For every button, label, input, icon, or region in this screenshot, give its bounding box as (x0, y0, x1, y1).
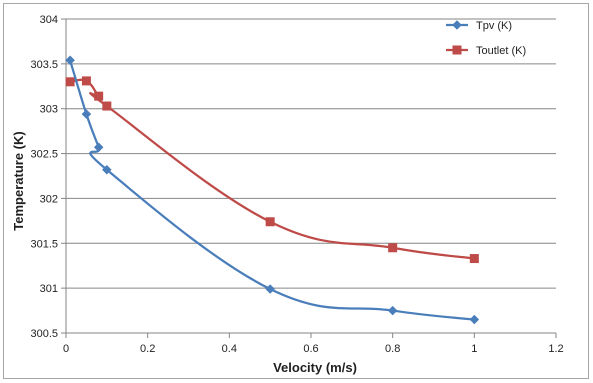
data-point (94, 91, 104, 101)
y-tick-label: 302 (40, 193, 58, 205)
x-tick-label: 0.8 (385, 343, 400, 355)
x-tick-label: 0.4 (222, 343, 237, 355)
y-tick-label: 303 (40, 104, 58, 116)
legend-label: Toutlet (K) (476, 45, 526, 57)
data-point (65, 55, 75, 66)
legend-item-2: Toutlet (K) (446, 45, 526, 57)
data-point (102, 101, 112, 111)
data-point (387, 305, 398, 316)
series (65, 55, 480, 325)
data-point (469, 314, 480, 325)
gridlines (66, 18, 556, 289)
data-point (265, 217, 275, 227)
y-tick-label: 300.5 (30, 328, 58, 340)
data-point (265, 284, 276, 294)
data-point (388, 243, 398, 253)
data-point (81, 109, 92, 119)
x-tick-label: 1.2 (548, 343, 563, 355)
y-tick-label: 301.5 (30, 238, 58, 250)
series-2 (65, 76, 479, 264)
legend: Tpv (K) Toutlet (K) (446, 20, 526, 57)
data-point (101, 164, 112, 175)
tick-labels: 300.5 301 301.5 302 302.5 303 303.5 304 0 0.2 0.4 0… (30, 14, 563, 355)
x-tick-label: 0.6 (303, 343, 318, 355)
data-point (93, 142, 104, 153)
x-axis-title: Velocity (m/s) (273, 360, 357, 375)
axes (61, 18, 557, 338)
y-tick-label: 302.5 (30, 149, 58, 161)
y-tick-label: 301 (40, 283, 58, 295)
chart-frame (3, 3, 589, 379)
legend-label: Tpv (K) (476, 20, 512, 32)
data-point (469, 254, 479, 264)
data-point (81, 76, 91, 86)
series-line (69, 78, 475, 260)
data-point (65, 77, 75, 87)
x-tick-label: 0 (63, 343, 69, 355)
legend-item-1: Tpv (K) (446, 20, 512, 32)
x-tick-label: 0.2 (140, 343, 155, 355)
series-line (69, 59, 475, 321)
legend-marker (452, 20, 462, 30)
y-tick-label: 303.5 (30, 59, 58, 71)
x-tick-label: 1 (471, 343, 477, 355)
y-tick-label: 304 (40, 14, 58, 26)
legend-marker (452, 45, 462, 55)
y-axis-title: Temperature (K) (11, 131, 26, 230)
series-1 (65, 55, 480, 325)
